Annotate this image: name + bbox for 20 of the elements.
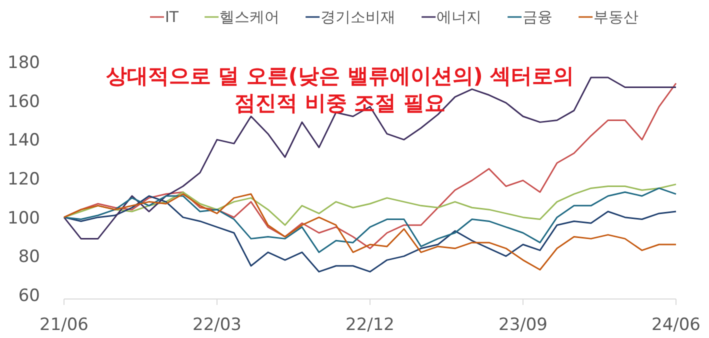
legend-label: 헬스케어 bbox=[220, 8, 280, 26]
legend-label: 부동산 bbox=[594, 8, 639, 26]
y-tick-label: 100 bbox=[8, 208, 40, 228]
y-tick-label: 60 bbox=[18, 286, 40, 306]
legend-label: IT bbox=[165, 8, 180, 26]
annotation: 점진적 비중 조절 필요 bbox=[234, 91, 446, 115]
y-tick-label: 160 bbox=[8, 92, 40, 112]
y-tick-label: 140 bbox=[8, 130, 40, 151]
annotation: 상대적으로 덜 오른(낮은 밸류에이션의) 섹터로의 bbox=[106, 64, 574, 88]
legend-label: 금융 bbox=[522, 8, 553, 26]
y-tick-label: 120 bbox=[8, 170, 40, 190]
y-tick-label: 180 bbox=[8, 53, 40, 73]
y-tick-label: 80 bbox=[18, 247, 40, 268]
x-tick-label: 24/06 bbox=[652, 315, 700, 335]
legend-label: 경기소비재 bbox=[320, 8, 396, 26]
x-tick-label: 21/06 bbox=[40, 315, 88, 335]
x-tick-label: 22/03 bbox=[192, 315, 242, 335]
x-tick-label: 23/09 bbox=[498, 315, 548, 335]
x-tick-label: 22/12 bbox=[346, 315, 394, 335]
legend-label: 에너지 bbox=[436, 8, 482, 26]
